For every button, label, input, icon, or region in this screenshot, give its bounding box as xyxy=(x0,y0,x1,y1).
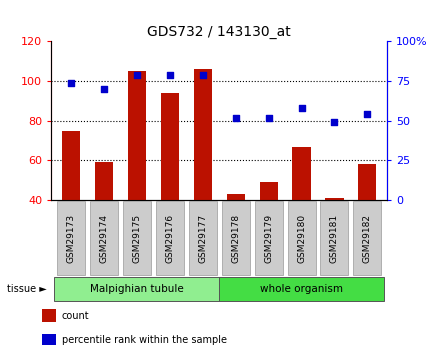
FancyBboxPatch shape xyxy=(42,309,57,322)
Text: GSM29181: GSM29181 xyxy=(330,214,339,263)
Point xyxy=(232,115,239,120)
Title: GDS732 / 143130_at: GDS732 / 143130_at xyxy=(147,25,291,39)
Text: count: count xyxy=(62,310,89,321)
FancyBboxPatch shape xyxy=(222,201,250,275)
FancyBboxPatch shape xyxy=(57,201,85,275)
Text: tissue ►: tissue ► xyxy=(7,284,47,294)
FancyBboxPatch shape xyxy=(123,201,151,275)
Text: GSM29180: GSM29180 xyxy=(297,214,306,263)
Point xyxy=(331,120,338,125)
FancyBboxPatch shape xyxy=(42,334,57,345)
Point xyxy=(133,72,140,78)
Text: GSM29174: GSM29174 xyxy=(99,214,109,263)
Bar xyxy=(128,71,146,200)
Point xyxy=(166,72,173,78)
Text: percentile rank within the sample: percentile rank within the sample xyxy=(62,335,227,345)
FancyBboxPatch shape xyxy=(320,201,348,275)
Bar xyxy=(95,162,113,200)
FancyBboxPatch shape xyxy=(189,201,217,275)
FancyBboxPatch shape xyxy=(90,201,118,275)
Point xyxy=(67,80,74,86)
Point xyxy=(364,112,371,117)
Bar xyxy=(62,131,80,200)
Text: GSM29182: GSM29182 xyxy=(363,214,372,263)
Bar xyxy=(227,194,245,200)
Text: GSM29177: GSM29177 xyxy=(198,214,207,263)
FancyBboxPatch shape xyxy=(156,201,184,275)
Text: GSM29178: GSM29178 xyxy=(231,214,240,263)
Bar xyxy=(325,198,344,200)
FancyBboxPatch shape xyxy=(219,277,384,302)
Point xyxy=(265,115,272,120)
Text: Malpighian tubule: Malpighian tubule xyxy=(90,284,184,294)
Bar xyxy=(292,147,311,200)
FancyBboxPatch shape xyxy=(255,201,283,275)
Text: GSM29179: GSM29179 xyxy=(264,214,273,263)
Point xyxy=(199,72,206,78)
Bar xyxy=(259,182,278,200)
Text: GSM29173: GSM29173 xyxy=(66,214,76,263)
Text: GSM29176: GSM29176 xyxy=(165,214,174,263)
Bar xyxy=(161,93,179,200)
Point xyxy=(100,86,107,92)
FancyBboxPatch shape xyxy=(353,201,381,275)
Bar xyxy=(194,69,212,200)
Bar xyxy=(358,164,376,200)
Point xyxy=(298,105,305,111)
FancyBboxPatch shape xyxy=(287,201,316,275)
Text: whole organism: whole organism xyxy=(260,284,343,294)
Text: GSM29175: GSM29175 xyxy=(132,214,142,263)
FancyBboxPatch shape xyxy=(54,277,219,302)
